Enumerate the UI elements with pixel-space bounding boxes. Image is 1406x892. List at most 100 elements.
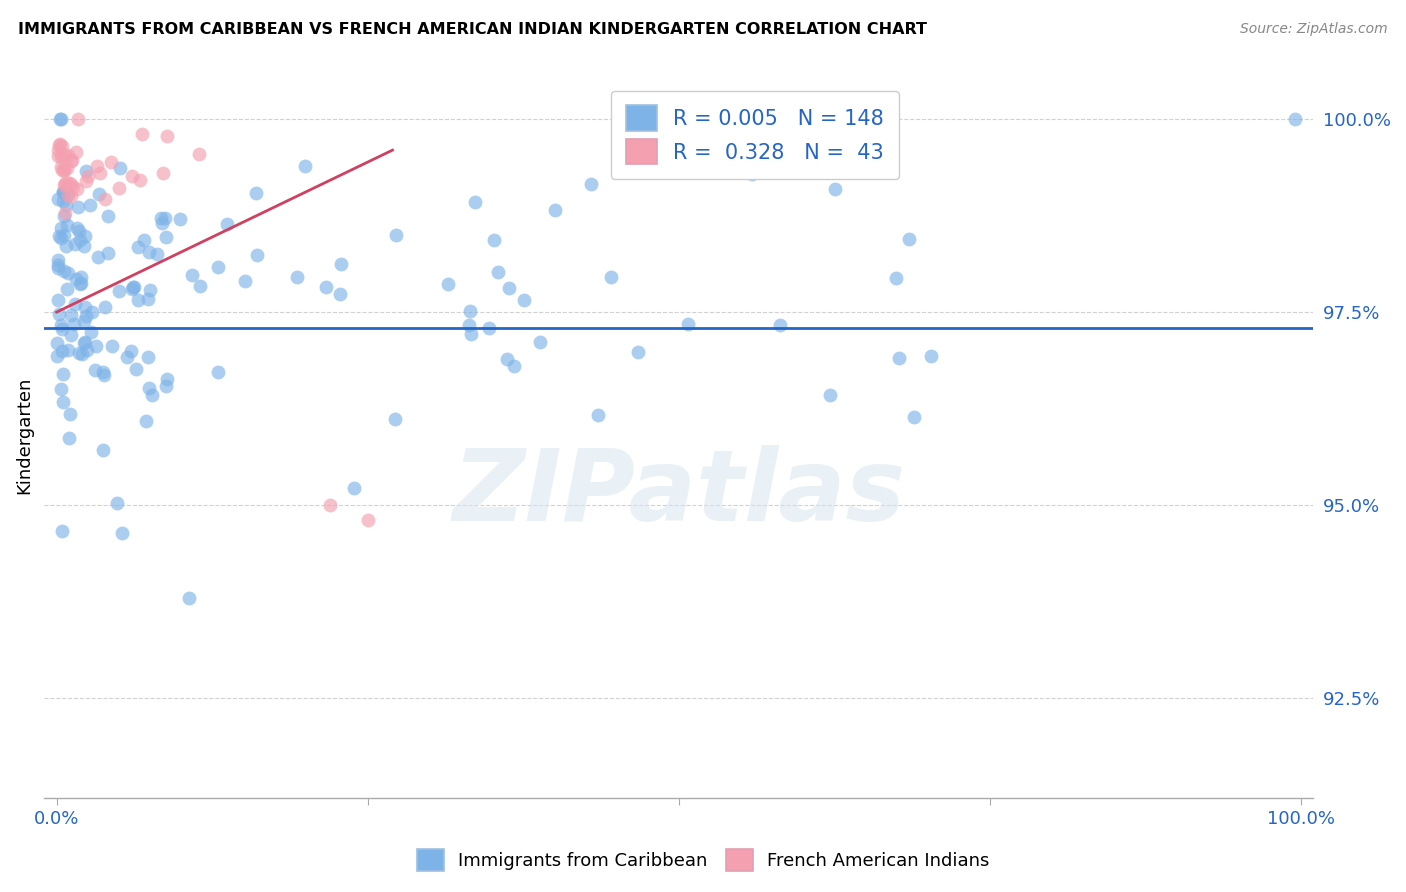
- Point: [136, 351, 159, 365]
- Point: [498, 281, 520, 295]
- Point: [80, 325, 103, 339]
- Point: [53, 148, 76, 162]
- Point: [188, 279, 211, 293]
- Point: [100, 154, 122, 169]
- Point: [65, 272, 87, 286]
- Point: [233, 274, 256, 288]
- Legend: R = 0.005   N = 148, R =  0.328   N =  43: R = 0.005 N = 148, R = 0.328 N = 43: [612, 91, 898, 179]
- Point: [76, 169, 98, 183]
- Point: [70, 276, 93, 290]
- Point: [48, 307, 70, 321]
- Legend: Immigrants from Caribbean, French American Indians: Immigrants from Caribbean, French Americ…: [409, 842, 997, 879]
- Point: [127, 293, 149, 307]
- Point: [544, 203, 567, 218]
- Point: [48, 112, 70, 127]
- Point: [55, 198, 77, 212]
- Point: [52, 186, 75, 200]
- Point: [146, 246, 169, 260]
- Point: [59, 407, 82, 421]
- Point: [66, 221, 89, 235]
- Point: [115, 350, 138, 364]
- Point: [329, 286, 352, 301]
- Point: [55, 161, 77, 176]
- Point: [169, 211, 191, 226]
- Point: [73, 336, 96, 351]
- Point: [482, 233, 505, 247]
- Point: [153, 211, 176, 226]
- Point: [121, 169, 143, 184]
- Point: [48, 228, 70, 243]
- Point: [53, 228, 76, 243]
- Point: [53, 178, 76, 192]
- Point: [73, 334, 96, 349]
- Point: [156, 129, 179, 144]
- Point: [46, 260, 69, 275]
- Point: [53, 209, 76, 223]
- Point: [127, 240, 149, 254]
- Point: [676, 317, 699, 331]
- Point: [49, 149, 72, 163]
- Point: [51, 524, 73, 539]
- Point: [156, 372, 179, 386]
- Point: [457, 318, 479, 333]
- Point: [884, 271, 907, 285]
- Point: [108, 284, 131, 298]
- Point: [187, 147, 209, 161]
- Point: [122, 280, 145, 294]
- Point: [486, 265, 509, 279]
- Point: [51, 343, 73, 358]
- Point: [52, 185, 75, 199]
- Point: [91, 443, 114, 458]
- Point: [87, 186, 110, 201]
- Text: IMMIGRANTS FROM CARIBBEAN VS FRENCH AMERICAN INDIAN KINDERGARTEN CORRELATION CHA: IMMIGRANTS FROM CARIBBEAN VS FRENCH AMER…: [18, 22, 928, 37]
- Point: [97, 209, 120, 223]
- Point: [53, 206, 76, 220]
- Point: [58, 187, 80, 202]
- Point: [55, 239, 77, 253]
- Point: [125, 362, 148, 376]
- Point: [207, 260, 229, 274]
- Point: [512, 293, 534, 308]
- Point: [51, 230, 73, 244]
- Point: [51, 221, 73, 235]
- Point: [75, 310, 97, 324]
- Point: [245, 186, 267, 200]
- Point: [152, 166, 174, 180]
- Point: [65, 145, 87, 160]
- Point: [294, 159, 316, 173]
- Point: [356, 513, 378, 527]
- Point: [53, 186, 76, 200]
- Point: [46, 252, 69, 267]
- Point: [73, 314, 96, 328]
- Point: [46, 143, 69, 157]
- Point: [887, 351, 910, 366]
- Point: [177, 591, 200, 605]
- Point: [58, 148, 80, 162]
- Point: [48, 259, 70, 273]
- Point: [67, 112, 90, 127]
- Text: Source: ZipAtlas.com: Source: ZipAtlas.com: [1240, 22, 1388, 37]
- Point: [73, 239, 96, 253]
- Point: [135, 414, 157, 428]
- Point: [56, 187, 79, 202]
- Point: [69, 233, 91, 247]
- Point: [460, 304, 482, 318]
- Point: [1284, 112, 1306, 127]
- Point: [769, 318, 792, 332]
- Point: [58, 176, 80, 190]
- Point: [315, 280, 337, 294]
- Point: [52, 395, 75, 409]
- Point: [155, 379, 177, 393]
- Point: [49, 160, 72, 174]
- Point: [76, 343, 98, 357]
- Point: [66, 200, 89, 214]
- Point: [626, 345, 648, 359]
- Point: [131, 128, 153, 142]
- Point: [51, 147, 73, 161]
- Point: [53, 163, 76, 178]
- Point: [52, 194, 75, 208]
- Point: [824, 182, 846, 196]
- Point: [75, 229, 97, 244]
- Point: [51, 163, 73, 178]
- Point: [83, 362, 105, 376]
